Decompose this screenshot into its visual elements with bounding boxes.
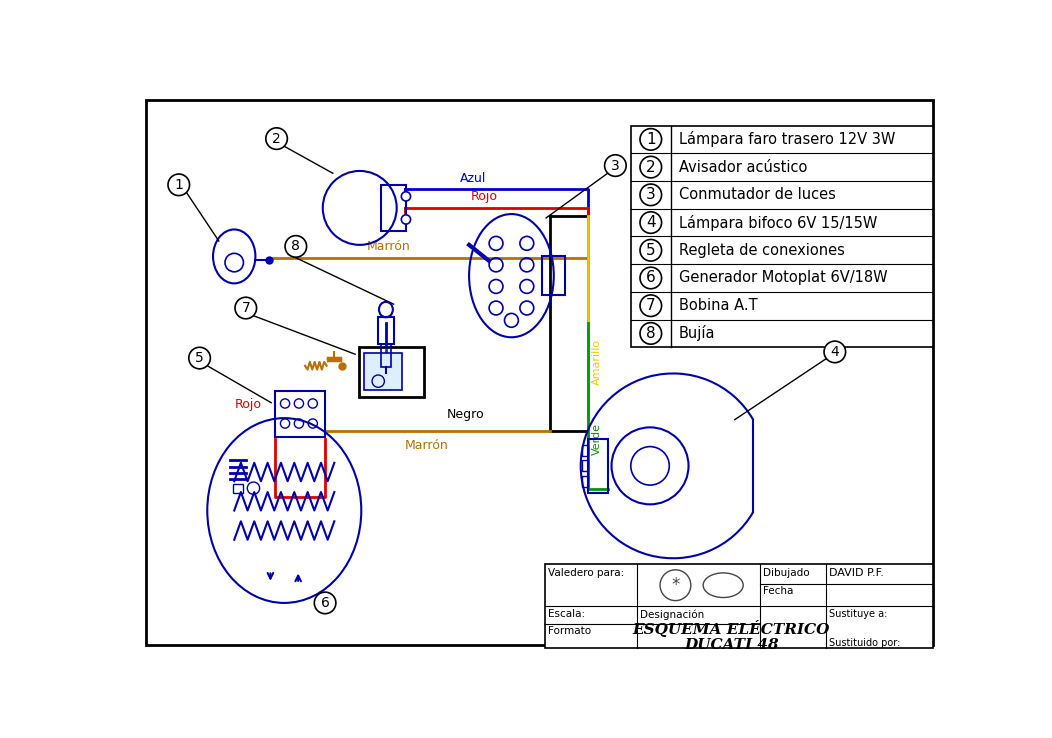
Text: Amarillo: Amarillo: [592, 339, 603, 385]
Text: Rojo: Rojo: [471, 190, 498, 202]
Circle shape: [640, 128, 662, 150]
Bar: [381, 344, 390, 368]
Text: 5: 5: [646, 243, 655, 258]
Text: Sustituido por:: Sustituido por:: [829, 638, 901, 649]
Circle shape: [188, 348, 210, 369]
Bar: [275, 391, 325, 438]
Text: 6: 6: [321, 596, 329, 610]
Text: 6: 6: [646, 271, 655, 286]
Text: Bujía: Bujía: [679, 325, 715, 342]
Text: DUCATI 48: DUCATI 48: [684, 638, 778, 652]
Circle shape: [640, 239, 662, 261]
Circle shape: [824, 341, 846, 362]
Bar: [359, 347, 424, 396]
Text: 4: 4: [830, 345, 839, 359]
Circle shape: [315, 592, 336, 614]
Text: Generador Motoplat 6V/18W: Generador Motoplat 6V/18W: [679, 271, 887, 286]
Circle shape: [640, 156, 662, 178]
Text: Bobina A.T: Bobina A.T: [679, 298, 757, 313]
Text: Rojo: Rojo: [235, 398, 262, 411]
Text: Formato: Formato: [548, 626, 591, 636]
Circle shape: [266, 128, 287, 149]
Text: *: *: [671, 576, 680, 594]
Text: 3: 3: [646, 187, 655, 202]
Text: 7: 7: [241, 301, 250, 315]
Text: Marrón: Marrón: [405, 439, 448, 452]
Text: Sustituye a:: Sustituye a:: [829, 609, 887, 619]
Text: Conmutador de luces: Conmutador de luces: [679, 187, 835, 202]
Text: 3: 3: [611, 159, 620, 173]
Text: 8: 8: [291, 239, 300, 253]
Bar: [364, 353, 402, 390]
Bar: [582, 461, 588, 472]
Text: Marrón: Marrón: [366, 240, 410, 252]
Text: 8: 8: [646, 326, 655, 341]
Circle shape: [401, 215, 410, 224]
Text: Regleta de conexiones: Regleta de conexiones: [679, 243, 845, 258]
Text: Avisador acústico: Avisador acústico: [679, 159, 807, 175]
Text: Fecha: Fecha: [763, 586, 793, 596]
Text: ESQUEMA ELÉCTRICO: ESQUEMA ELÉCTRICO: [632, 620, 830, 637]
Text: Designación: Designación: [640, 609, 704, 620]
Text: 4: 4: [646, 215, 655, 230]
Text: 2: 2: [646, 159, 655, 175]
Circle shape: [401, 192, 410, 201]
Bar: [234, 483, 243, 493]
Text: Dibujado: Dibujado: [763, 568, 810, 578]
Bar: [631, 125, 933, 348]
Bar: [542, 256, 565, 295]
Text: 5: 5: [196, 351, 204, 365]
Text: 2: 2: [272, 131, 281, 145]
Text: Azul: Azul: [460, 172, 486, 184]
Text: Negro: Negro: [446, 408, 484, 421]
Text: Escala:: Escala:: [548, 609, 585, 619]
Text: 1: 1: [646, 132, 655, 147]
Text: 7: 7: [646, 298, 655, 313]
Circle shape: [640, 323, 662, 344]
Bar: [381, 184, 406, 231]
Circle shape: [168, 174, 189, 196]
Text: Lámpara faro trasero 12V 3W: Lámpara faro trasero 12V 3W: [679, 131, 895, 148]
Circle shape: [285, 235, 306, 257]
Bar: [588, 439, 608, 493]
Text: Verde: Verde: [592, 423, 603, 455]
Bar: [582, 445, 588, 456]
Circle shape: [640, 267, 662, 289]
Bar: [582, 476, 588, 486]
Bar: [545, 565, 933, 647]
Circle shape: [640, 184, 662, 206]
Bar: [379, 317, 393, 344]
Circle shape: [640, 295, 662, 317]
Text: 1: 1: [175, 178, 183, 192]
Circle shape: [605, 155, 626, 176]
Circle shape: [235, 297, 257, 319]
Text: Valedero para:: Valedero para:: [548, 568, 624, 579]
Text: DAVID P.F.: DAVID P.F.: [829, 568, 884, 578]
Text: Lámpara bifoco 6V 15/15W: Lámpara bifoco 6V 15/15W: [679, 215, 877, 230]
Circle shape: [640, 212, 662, 233]
